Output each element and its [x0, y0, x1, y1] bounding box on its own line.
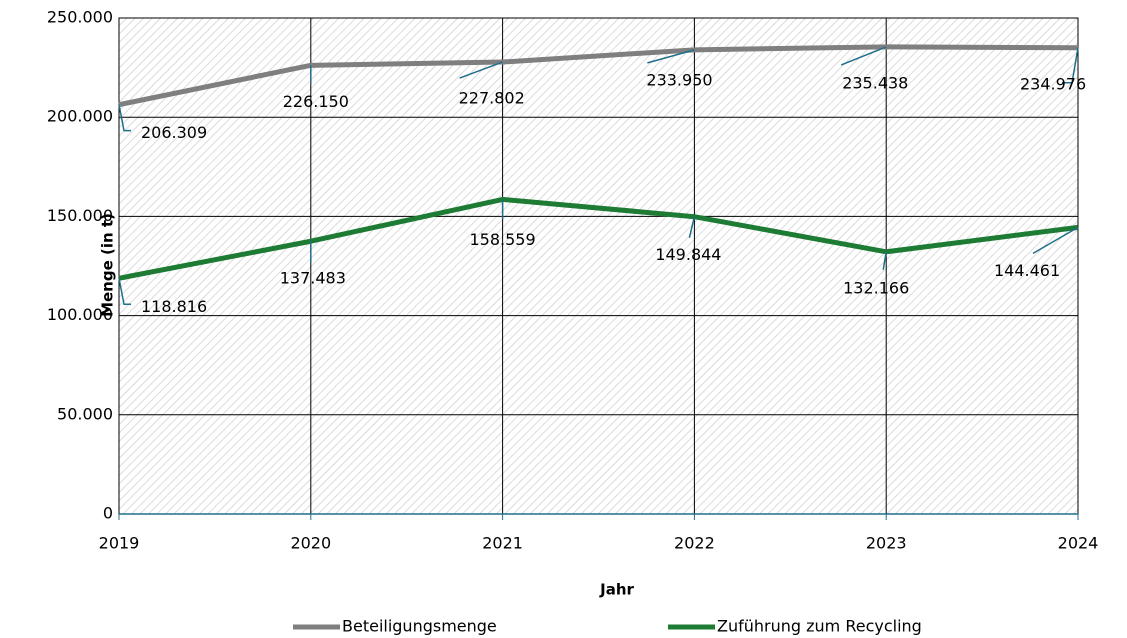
legend-label: Beteiligungsmenge [342, 617, 497, 636]
plot-area [118, 17, 1079, 515]
y-tick-label: 250.000 [47, 8, 113, 27]
data-label: 132.166 [843, 278, 909, 297]
series-line [118, 44, 1079, 108]
data-label: 158.559 [470, 230, 536, 249]
data-label: 144.461 [994, 261, 1060, 280]
leader-line [459, 61, 503, 79]
y-tick-label: 150.000 [47, 206, 113, 225]
series-line [118, 196, 1079, 281]
leader-line [882, 251, 887, 270]
x-tick-label: 2022 [674, 534, 715, 553]
y-axis-label: Menge (in t) [99, 213, 117, 317]
leader-line [118, 104, 131, 132]
data-label: 226.150 [283, 92, 349, 111]
data-label: 149.844 [655, 245, 721, 264]
leader-line [1062, 47, 1079, 84]
legend-label: Zuführung zum Recycling [717, 617, 922, 636]
x-tick-label: 2021 [482, 534, 523, 553]
y-tick-label: 100.000 [47, 305, 113, 324]
data-label: 137.483 [280, 269, 346, 288]
leader-line [688, 216, 696, 238]
data-label: 206.309 [141, 123, 207, 142]
leader-line [840, 46, 887, 66]
data-label: 235.438 [842, 73, 908, 92]
data-label: 118.816 [141, 297, 207, 316]
y-tick-label: 0 [103, 504, 113, 523]
data-label: 234.976 [1020, 74, 1086, 93]
x-tick-label: 2020 [290, 534, 331, 553]
y-tick-label: 200.000 [47, 107, 113, 126]
x-tick-label: 2024 [1058, 534, 1099, 553]
leader-line [647, 49, 695, 64]
x-tick-label: 2019 [99, 534, 140, 553]
data-label: 233.950 [646, 70, 712, 89]
y-tick-label: 50.000 [57, 404, 113, 423]
x-axis-label: Jahr [599, 581, 634, 599]
leader-line [118, 278, 131, 306]
x-tick-label: 2023 [866, 534, 907, 553]
data-label: 227.802 [459, 89, 525, 108]
leader-line [1032, 226, 1079, 255]
